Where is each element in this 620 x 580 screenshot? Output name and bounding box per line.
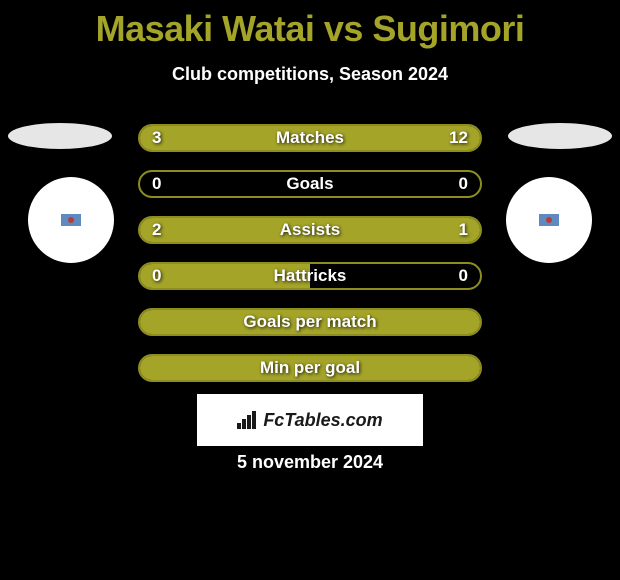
stat-row: 00Goals <box>138 170 482 198</box>
stat-label: Goals per match <box>140 310 480 334</box>
stat-row: Min per goal <box>138 354 482 382</box>
stat-label: Assists <box>140 218 480 242</box>
bars-icon <box>237 411 259 429</box>
flag-icon <box>538 213 560 227</box>
page-subtitle: Club competitions, Season 2024 <box>0 64 620 85</box>
player-left-avatar <box>28 177 114 263</box>
footer-date: 5 november 2024 <box>0 452 620 473</box>
stat-row: 00Hattricks <box>138 262 482 290</box>
stat-label: Min per goal <box>140 356 480 380</box>
page-title: Masaki Watai vs Sugimori <box>0 0 620 50</box>
stat-label: Matches <box>140 126 480 150</box>
stat-row: 312Matches <box>138 124 482 152</box>
player-right-avatar <box>506 177 592 263</box>
branding-badge: FcTables.com <box>197 394 423 446</box>
stat-label: Hattricks <box>140 264 480 288</box>
stat-row: Goals per match <box>138 308 482 336</box>
branding-text: FcTables.com <box>263 410 382 431</box>
avatar-left-shadow <box>8 123 112 149</box>
stat-row: 21Assists <box>138 216 482 244</box>
comparison-bars: 312Matches 00Goals 21Assists 00Hattricks Goa… <box>138 124 482 400</box>
stat-label: Goals <box>140 172 480 196</box>
avatar-right-shadow <box>508 123 612 149</box>
flag-icon <box>60 213 82 227</box>
